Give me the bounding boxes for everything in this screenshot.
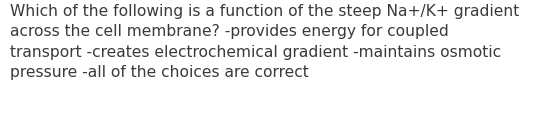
Text: Which of the following is a function of the steep Na+/K+ gradient
across the cel: Which of the following is a function of …: [10, 4, 519, 80]
